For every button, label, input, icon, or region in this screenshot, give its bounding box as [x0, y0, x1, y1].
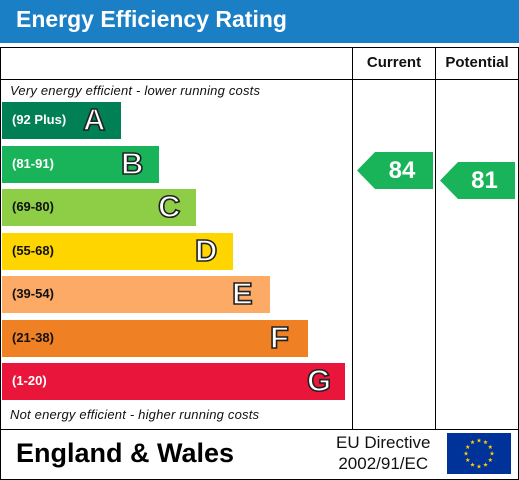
band-letter-label: B — [120, 145, 144, 182]
header-divider — [0, 79, 519, 80]
band-c: (69-80) C — [2, 188, 196, 226]
band-letter-label: F — [269, 319, 290, 356]
column-header-current: Current — [366, 54, 422, 71]
band-f: (21-38) F — [2, 319, 308, 357]
potential-rating-value: 81 — [471, 166, 498, 194]
band-range-label: (39-54) — [12, 286, 54, 301]
flag-star — [476, 438, 482, 443]
flag-star — [487, 457, 493, 462]
flag-star — [483, 462, 488, 467]
flag-star — [487, 444, 493, 449]
flag-star — [463, 451, 469, 456]
band-b: (81-91) B — [2, 145, 159, 183]
eu-flag-stars — [463, 438, 495, 469]
eu-directive: EU Directive 2002/91/EC — [336, 432, 430, 474]
band-range-label: (69-80) — [12, 199, 54, 214]
eu-flag-icon — [447, 433, 511, 474]
band-letter-label: C — [157, 188, 181, 225]
potential-arrow-shape — [440, 161, 515, 199]
band-range-label: (92 Plus) — [12, 112, 67, 127]
title-bar: Energy Efficiency Rating — [0, 0, 519, 43]
chart-title: Energy Efficiency Rating — [16, 6, 287, 32]
potential-rating-arrow: 81 — [440, 161, 515, 199]
band-letter-label: D — [194, 232, 218, 269]
band-range-label: (1-20) — [12, 373, 47, 388]
current-rating-arrow: 84 — [357, 151, 433, 189]
flag-star — [483, 439, 488, 445]
band-range-label: (55-68) — [12, 242, 54, 258]
directive-line-1: EU Directive — [336, 433, 431, 452]
flag-star — [465, 457, 471, 462]
band-g: (1-20) G — [2, 362, 345, 400]
band-range-label: (21-38) — [12, 329, 54, 345]
column-divider-potential — [435, 47, 436, 429]
current-arrow-fill — [357, 151, 433, 189]
current-rating-value: 84 — [388, 156, 416, 184]
band-range-label: (81-91) — [12, 155, 54, 171]
band-letter-label: G — [306, 362, 332, 399]
potential-arrow-fill — [440, 161, 515, 199]
flag-star — [465, 444, 471, 449]
footer-region: England & Wales — [16, 438, 235, 468]
flag-star — [489, 451, 495, 456]
band-letter-label: E — [231, 275, 253, 312]
note-bottom: Not energy efficient - higher running co… — [10, 407, 260, 422]
flag-star — [476, 464, 482, 469]
band-a: (92 Plus) A — [2, 101, 121, 139]
footer-divider — [0, 429, 519, 430]
current-arrow-shape — [357, 151, 433, 189]
directive-line-2: 2002/91/EC — [338, 454, 429, 473]
flag-star — [470, 439, 475, 445]
column-header-potential: Potential — [445, 54, 509, 71]
band-e: (39-54) E — [2, 275, 270, 313]
column-divider-current — [352, 47, 353, 429]
note-top: Very energy efficient - lower running co… — [10, 83, 261, 98]
band-d: (55-68) D — [2, 232, 233, 270]
flag-star — [470, 462, 475, 467]
band-letter-label: A — [82, 101, 106, 138]
